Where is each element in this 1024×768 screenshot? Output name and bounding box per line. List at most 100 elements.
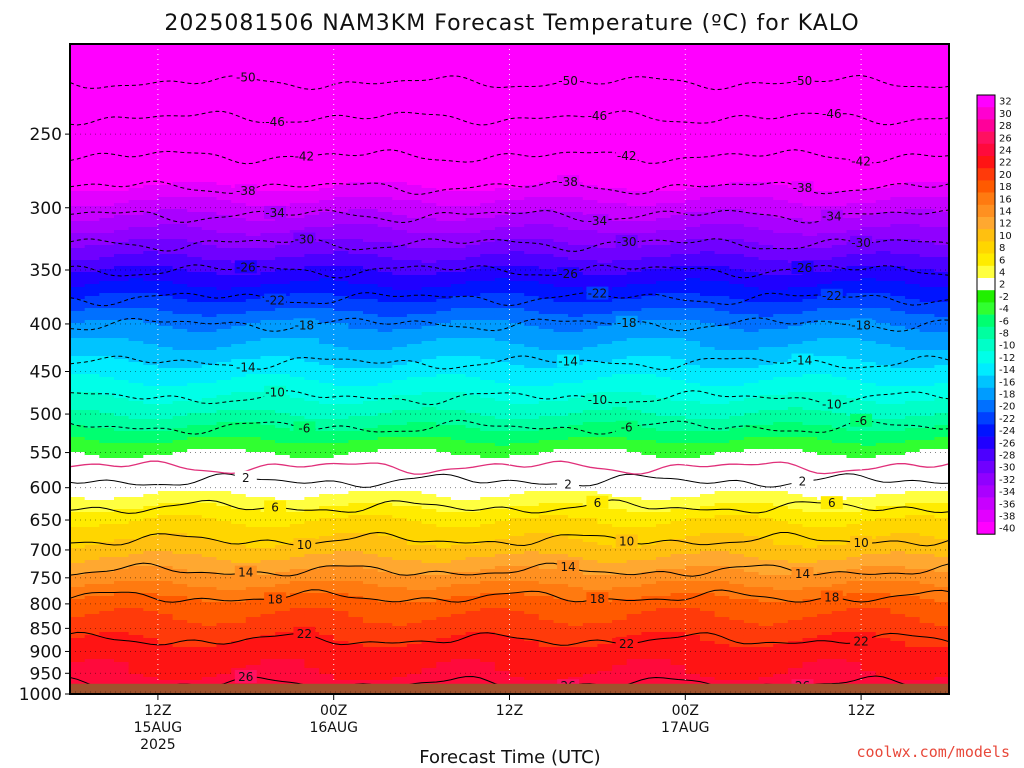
band-cell <box>216 524 232 528</box>
band-cell <box>99 194 115 198</box>
band-cell <box>245 353 262 357</box>
band-cell <box>260 227 276 231</box>
band-cell <box>201 128 218 132</box>
band-cell <box>377 125 393 129</box>
band-cell <box>348 287 364 291</box>
band-cell <box>289 518 306 522</box>
band-cell <box>99 509 115 513</box>
band-cell <box>289 527 306 531</box>
band-cell <box>275 437 291 441</box>
band-cell <box>128 182 144 186</box>
band-cell <box>114 128 130 132</box>
band-cell <box>157 572 174 576</box>
band-cell <box>216 176 232 180</box>
band-cell <box>377 104 393 108</box>
band-cell <box>128 602 144 606</box>
band-cell <box>187 161 203 165</box>
band-cell <box>363 419 379 423</box>
band-cell <box>392 530 408 534</box>
band-cell <box>363 596 379 600</box>
band-cell <box>128 236 144 240</box>
band-cell <box>289 89 306 93</box>
band-cell <box>187 77 203 81</box>
band-cell <box>377 236 393 240</box>
band-cell <box>84 71 100 75</box>
band-cell <box>128 62 144 66</box>
band-cell <box>289 473 306 477</box>
band-cell <box>128 128 144 132</box>
band-cell <box>319 509 335 513</box>
band-cell <box>348 326 364 330</box>
band-cell <box>245 278 262 282</box>
band-cell <box>201 278 218 282</box>
band-cell <box>348 386 364 390</box>
band-cell <box>201 560 218 564</box>
band-cell <box>143 617 159 621</box>
band-cell <box>201 662 218 666</box>
band-cell <box>172 200 188 204</box>
band-cell <box>201 281 218 285</box>
band-cell <box>187 401 203 405</box>
band-cell <box>84 629 100 633</box>
band-cell <box>114 392 130 396</box>
band-cell <box>172 56 188 60</box>
band-cell <box>143 101 159 105</box>
band-cell <box>377 281 393 285</box>
band-cell <box>377 554 393 558</box>
band-cell <box>187 269 203 273</box>
band-cell <box>333 527 349 531</box>
band-cell <box>363 503 379 507</box>
band-cell <box>187 281 203 285</box>
band-cell <box>143 302 159 306</box>
band-cell <box>216 368 232 372</box>
band-cell <box>128 362 144 366</box>
band-cell <box>187 533 203 537</box>
band-cell <box>99 506 115 510</box>
band-cell <box>99 233 115 237</box>
band-cell <box>201 602 218 606</box>
band-cell <box>275 584 291 588</box>
band-cell <box>201 290 218 294</box>
band-cell <box>143 662 159 666</box>
band-cell <box>260 236 276 240</box>
band-cell <box>377 479 393 483</box>
band-cell <box>187 326 203 330</box>
band-cell <box>231 230 247 234</box>
band-cell <box>348 674 364 678</box>
band-cell <box>157 515 174 519</box>
band-cell <box>114 209 130 213</box>
band-cell <box>84 665 100 669</box>
band-cell <box>363 251 379 255</box>
band-cell <box>128 506 144 510</box>
band-cell <box>275 275 291 279</box>
band-cell <box>201 566 218 570</box>
band-cell <box>319 239 335 243</box>
band-cell <box>304 146 320 150</box>
band-cell <box>128 413 144 417</box>
band-cell <box>128 188 144 192</box>
band-cell <box>172 119 188 123</box>
band-cell <box>348 638 364 642</box>
band-cell <box>363 281 379 285</box>
band-cell <box>99 332 115 336</box>
band-cell <box>304 680 320 684</box>
band-cell <box>275 140 291 144</box>
band-cell <box>143 566 159 570</box>
band-cell <box>245 551 262 555</box>
band-cell <box>231 431 247 435</box>
band-cell <box>201 404 218 408</box>
band-cell <box>201 350 218 354</box>
band-cell <box>333 512 349 516</box>
band-cell <box>231 284 247 288</box>
band-cell <box>187 236 203 240</box>
band-cell <box>172 95 188 99</box>
band-cell <box>99 374 115 378</box>
band-cell <box>333 455 349 459</box>
band-cell <box>392 101 408 105</box>
band-cell <box>363 575 379 579</box>
band-cell <box>348 548 364 552</box>
band-cell <box>333 284 349 288</box>
band-cell <box>128 206 144 210</box>
band-cell <box>392 629 408 633</box>
band-cell <box>157 671 174 675</box>
